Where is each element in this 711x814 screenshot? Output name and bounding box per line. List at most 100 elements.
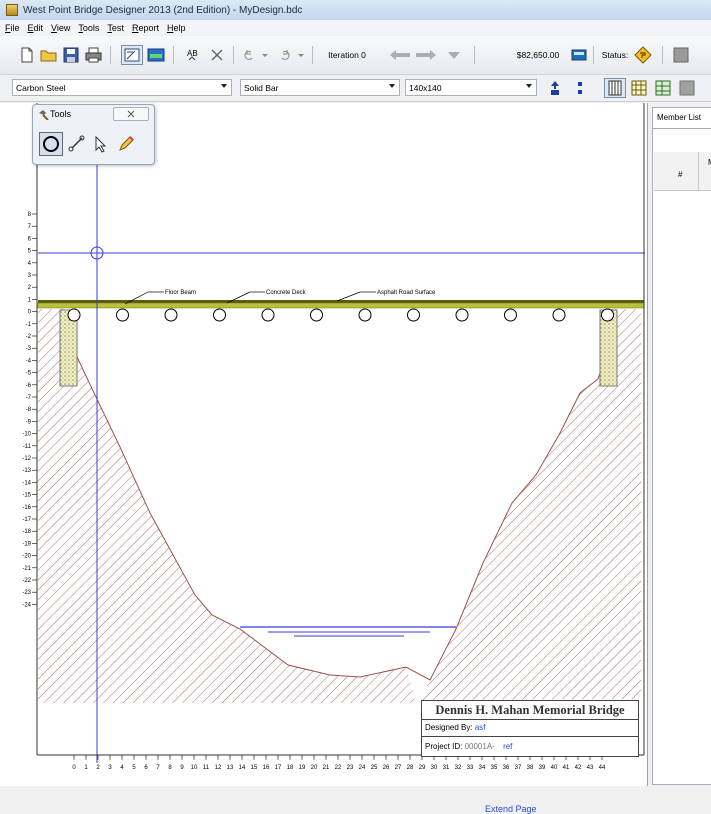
x-tick-label: 2 bbox=[96, 765, 100, 771]
previous-iteration-button[interactable] bbox=[388, 45, 412, 65]
deck-joint[interactable] bbox=[310, 308, 323, 322]
arrow-right-icon bbox=[416, 50, 436, 60]
drawing-board[interactable]: 8 7 6 5 4 3 2 1 0 -1 -2 -3 -4 -5 -6 -7 -8 -9 -10 -11 -12 -13-… bbox=[0, 103, 648, 786]
redo-icon bbox=[281, 50, 304, 60]
menu-edit[interactable]: Edit bbox=[27, 22, 44, 33]
menu-report[interactable]: Report bbox=[131, 22, 159, 33]
x-tick-label: 36 bbox=[503, 765, 510, 771]
chevron-down-icon bbox=[526, 84, 532, 88]
iteration-dropdown-button[interactable] bbox=[444, 45, 464, 65]
next-iteration-button[interactable] bbox=[414, 45, 438, 65]
member-tool-button[interactable] bbox=[64, 132, 88, 156]
tools-palette-close-button[interactable] bbox=[113, 107, 149, 121]
deck-joint[interactable] bbox=[601, 308, 614, 322]
x-tick-label: 27 bbox=[395, 765, 402, 771]
cost-report-button[interactable] bbox=[568, 45, 590, 65]
x-tick-label: 32 bbox=[455, 765, 462, 771]
x-tick-label: 24 bbox=[359, 765, 366, 771]
open-file-button[interactable] bbox=[38, 45, 60, 65]
deck-joint[interactable] bbox=[407, 308, 420, 322]
deck-joint[interactable] bbox=[552, 308, 566, 322]
new-file-icon bbox=[21, 47, 33, 63]
deck-joint[interactable] bbox=[455, 308, 469, 322]
square-icon bbox=[673, 47, 689, 63]
material-select[interactable]: Carbon Steel bbox=[12, 79, 232, 96]
gray-toggle-button[interactable] bbox=[676, 78, 698, 98]
member-material-column[interactable]: M bbox=[708, 158, 711, 167]
decrease-size-button[interactable] bbox=[573, 78, 587, 98]
member-number-column[interactable]: # bbox=[678, 170, 683, 179]
print-button[interactable] bbox=[82, 45, 104, 65]
extend-page-link[interactable]: Extend Page bbox=[485, 804, 537, 814]
y-tick-label: -22 bbox=[22, 578, 31, 584]
y-tick-label: 2 bbox=[28, 285, 32, 291]
gray-tool-button[interactable] bbox=[670, 45, 692, 65]
main-toolbar: AB Iteration 0 $82,650.00 Status: bbox=[0, 36, 711, 75]
deck-joint[interactable] bbox=[116, 308, 129, 322]
auto-correct-icon: AB bbox=[187, 49, 198, 61]
grid-icon bbox=[631, 80, 647, 96]
menu-file[interactable]: File bbox=[5, 22, 20, 33]
undo-icon bbox=[244, 50, 268, 60]
warning-diamond-icon bbox=[634, 46, 652, 64]
y-tick-label: 8 bbox=[28, 212, 32, 218]
load-test-button[interactable] bbox=[145, 45, 167, 65]
deck-joint[interactable] bbox=[261, 308, 275, 322]
select-tool-button[interactable] bbox=[89, 132, 113, 156]
deck-joint[interactable] bbox=[504, 308, 517, 322]
menu-view[interactable]: View bbox=[51, 22, 71, 33]
x-tick-label: 31 bbox=[443, 765, 450, 771]
rulers-toggle-button[interactable] bbox=[604, 78, 626, 98]
auto-correct-button[interactable]: AB bbox=[182, 45, 204, 65]
x-tick-label: 4 bbox=[120, 765, 124, 771]
save-button[interactable] bbox=[60, 45, 82, 65]
increase-size-button[interactable] bbox=[548, 78, 562, 98]
drawing-board-button[interactable] bbox=[121, 45, 143, 65]
truck-test-icon bbox=[147, 48, 165, 62]
member-list-table[interactable]: # M bbox=[652, 128, 711, 785]
material-value: Carbon Steel bbox=[16, 82, 66, 93]
x-tick-label: 34 bbox=[479, 765, 486, 771]
y-tick-label: -9 bbox=[26, 419, 32, 425]
member-list-tab[interactable]: Member List bbox=[652, 107, 711, 129]
deck-joint[interactable] bbox=[358, 308, 372, 322]
size-select[interactable]: 140x140 bbox=[405, 79, 537, 96]
drawing-canvas[interactable]: 876543210-1-2-3-4-5-6-7-8-9-10-11-12-13-… bbox=[0, 103, 647, 786]
x-tick-label: 16 bbox=[263, 765, 270, 771]
leader-asphalt bbox=[336, 291, 361, 302]
status-indicator-button[interactable] bbox=[632, 45, 654, 65]
x-tick-label: 12 bbox=[215, 765, 222, 771]
x-tick-label: 17 bbox=[275, 765, 282, 771]
hammer-icon bbox=[39, 110, 49, 120]
x-tick-label: 29 bbox=[419, 765, 426, 771]
member-table-toggle-button[interactable] bbox=[652, 78, 674, 98]
y-tick-label: -13 bbox=[22, 468, 31, 474]
grid-toggle-button[interactable] bbox=[628, 78, 650, 98]
deck-joint[interactable] bbox=[213, 308, 226, 322]
y-tick-label: -7 bbox=[26, 395, 32, 401]
ruler-icon bbox=[608, 80, 622, 96]
x-tick-label: 38 bbox=[527, 765, 534, 771]
cross-section-select[interactable]: Solid Bar bbox=[240, 79, 400, 96]
asphalt-road-surface bbox=[38, 300, 644, 303]
y-tick-label: -17 bbox=[22, 517, 31, 523]
new-file-button[interactable] bbox=[16, 45, 38, 65]
project-id-label: Project ID: bbox=[425, 742, 463, 751]
x-tick-label: 43 bbox=[587, 765, 594, 771]
y-tick-label: -24 bbox=[22, 602, 31, 608]
annotation-concrete-deck: Concrete Deck bbox=[266, 290, 307, 296]
undo-button[interactable] bbox=[242, 45, 270, 65]
terrain-profile-line bbox=[61, 308, 613, 681]
deck-joint[interactable] bbox=[67, 308, 81, 322]
menu-tools[interactable]: Tools bbox=[78, 22, 100, 33]
x-tick-label: 39 bbox=[539, 765, 546, 771]
deck-joint[interactable] bbox=[164, 308, 178, 322]
eraser-tool-button[interactable] bbox=[114, 132, 138, 156]
delete-button[interactable] bbox=[206, 45, 228, 65]
status-bar: Extend Page bbox=[0, 787, 711, 814]
joint-tool-button[interactable] bbox=[39, 132, 63, 156]
x-tick-label: 19 bbox=[299, 765, 306, 771]
menu-help[interactable]: Help bbox=[166, 22, 186, 33]
redo-button[interactable] bbox=[278, 45, 306, 65]
menu-test[interactable]: Test bbox=[107, 22, 124, 33]
